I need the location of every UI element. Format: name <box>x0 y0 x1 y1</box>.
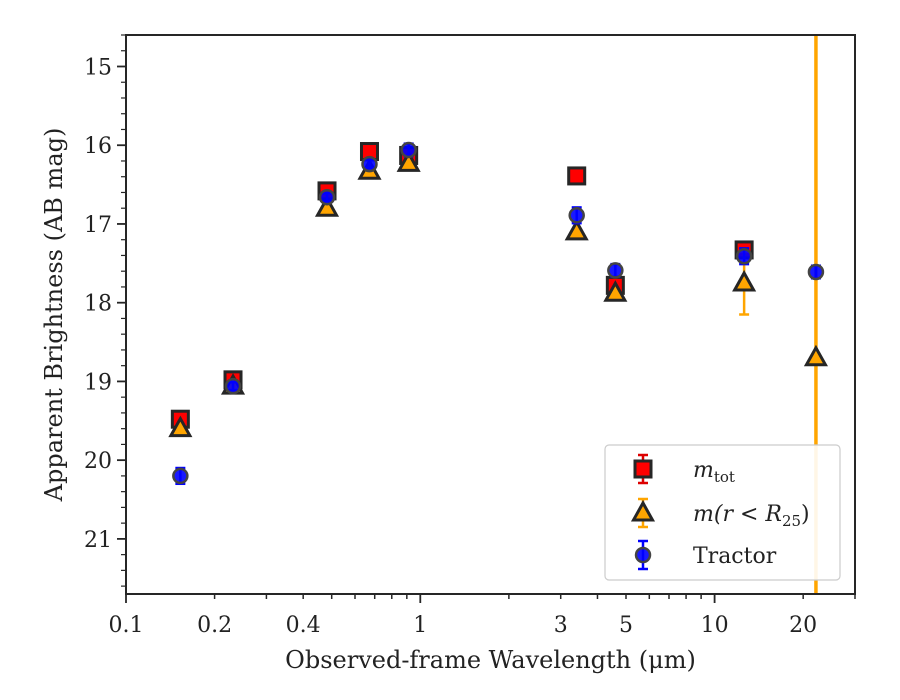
data-point-circle <box>568 207 585 224</box>
data-point-triangle <box>803 344 828 367</box>
series-circle <box>172 141 825 486</box>
data-point-square <box>567 166 587 186</box>
legend-marker-circle <box>634 546 652 564</box>
plot-frame <box>125 34 856 595</box>
legend-label: Tractor <box>693 544 777 569</box>
x-tick-label: 3 <box>554 613 568 638</box>
data-point-circle <box>807 263 825 281</box>
data-point-triangle <box>314 195 340 217</box>
series-square <box>170 142 754 429</box>
legend-box <box>604 444 841 581</box>
data-point-circle <box>224 377 242 395</box>
legend-marker-triangle <box>630 499 656 522</box>
data-point-circle <box>172 467 189 485</box>
x-tick-label: 0.1 <box>109 613 144 638</box>
legend-marker-square <box>633 459 653 479</box>
data-point-circle <box>400 141 417 159</box>
data-point-circle <box>607 262 624 279</box>
data-marks <box>168 35 828 594</box>
y-tick-label: 20 <box>84 449 112 474</box>
data-point-circle <box>361 155 378 173</box>
x-tick-label: 0.2 <box>197 613 232 638</box>
legend-label: mtot <box>693 458 735 486</box>
x-tick-label: 5 <box>619 613 633 638</box>
x-tick-label: 20 <box>789 613 817 638</box>
x-tick-label: 10 <box>701 613 729 638</box>
y-tick-label: 15 <box>84 55 112 80</box>
y-tick-label: 21 <box>84 528 112 553</box>
y-tick-label: 18 <box>84 292 112 317</box>
data-point-triangle <box>603 280 628 302</box>
y-tick-label: 19 <box>84 370 112 395</box>
x-axis-title: Observed-frame Wavelength (μm) <box>285 646 696 674</box>
legend[interactable]: mtot m(r < R25) Tractor <box>604 444 841 581</box>
data-point-circle <box>318 188 336 206</box>
y-tick-label: 17 <box>84 213 112 238</box>
x-tick-label: 0.4 <box>286 613 321 638</box>
x-tick-label: 1 <box>413 613 427 638</box>
y-tick-label: 16 <box>84 134 112 159</box>
data-point-circle <box>735 247 753 265</box>
axis-ticks: 0.1 0.2 0.4 1 3 5 10 20 15 16 17 18 19 20 21 <box>84 34 856 638</box>
data-point-triangle <box>732 269 757 292</box>
y-axis-title: Apparent Brightness (AB mag) <box>40 128 68 503</box>
legend-label: m(r < R25) <box>693 502 810 530</box>
data-point-triangle <box>168 415 193 438</box>
data-point-triangle <box>396 150 421 172</box>
data-point-triangle <box>564 218 589 241</box>
series-triangle <box>168 150 828 438</box>
